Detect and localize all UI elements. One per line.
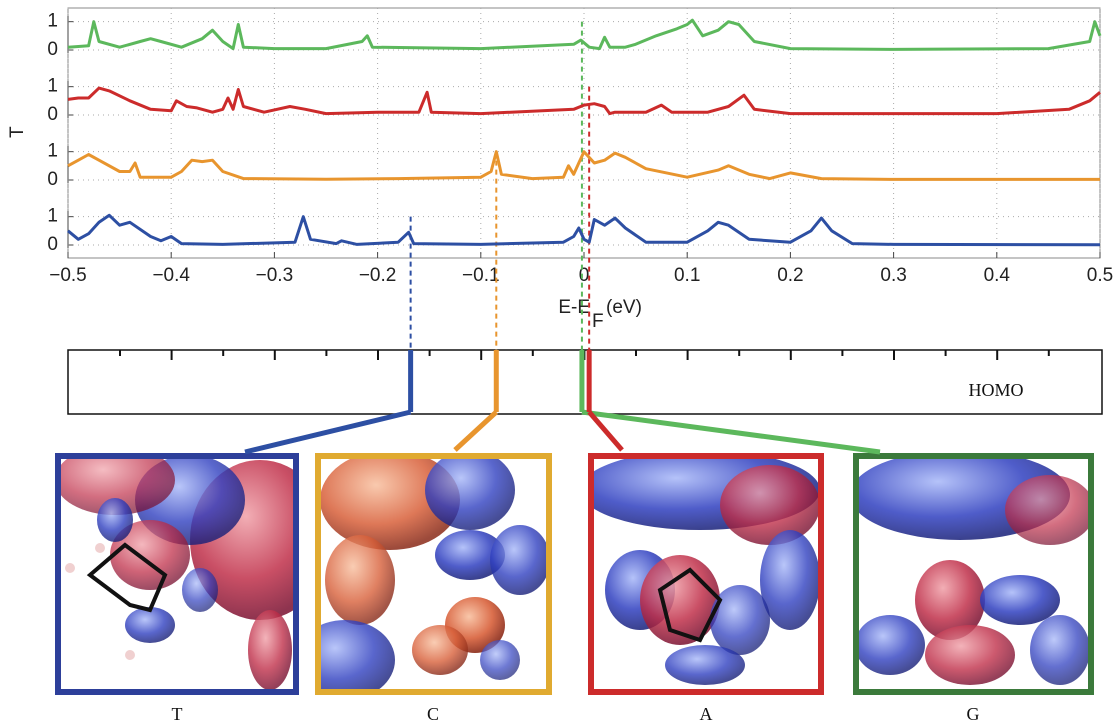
series-line bbox=[67, 150, 1100, 181]
level-connector bbox=[587, 410, 624, 452]
image-label: G bbox=[967, 704, 980, 724]
orbital-image-c bbox=[320, 458, 547, 690]
x-tick-label: −0.1 bbox=[462, 265, 500, 286]
y-tick-label: 0 bbox=[47, 104, 58, 125]
series-line bbox=[67, 86, 1101, 116]
x-tick-label: −0.3 bbox=[256, 265, 294, 286]
x-tick-label: −0.5 bbox=[49, 265, 87, 286]
y-tick-label: 1 bbox=[47, 141, 58, 162]
image-frame-c bbox=[315, 453, 552, 695]
orbital-image-g bbox=[858, 458, 1089, 690]
image-label: A bbox=[700, 704, 713, 724]
y-tick-label: 0 bbox=[47, 234, 58, 255]
x-axis-label-subscript: F bbox=[592, 311, 604, 332]
x-axis-label-unit: (eV) bbox=[606, 297, 642, 318]
x-tick-label: 0 bbox=[579, 265, 590, 286]
level-bar-label: HOMO bbox=[968, 380, 1023, 400]
y-tick-label: 1 bbox=[47, 76, 58, 97]
image-frame-t bbox=[55, 453, 299, 695]
y-tick-label: 1 bbox=[47, 11, 58, 32]
x-tick-label: −0.2 bbox=[359, 265, 397, 286]
image-label: C bbox=[427, 704, 439, 724]
image-frame-g bbox=[853, 453, 1094, 695]
x-tick-label: 0.2 bbox=[777, 265, 803, 286]
orbital-image-a bbox=[593, 458, 819, 690]
image-label: T bbox=[172, 704, 183, 724]
x-tick-label: 0.3 bbox=[880, 265, 906, 286]
y-tick-label: 1 bbox=[47, 206, 58, 227]
y-tick-label: 0 bbox=[47, 169, 58, 190]
level-connector bbox=[453, 410, 498, 452]
y-axis-label: T bbox=[7, 126, 28, 138]
series-line bbox=[67, 213, 1101, 247]
x-tick-label: 0.1 bbox=[674, 265, 700, 286]
x-tick-label: −0.4 bbox=[152, 265, 190, 286]
y-tick-label: 0 bbox=[47, 39, 58, 60]
x-tick-label: 0.4 bbox=[984, 265, 1011, 286]
image-frame-a bbox=[588, 453, 824, 695]
x-axis-label: E-E bbox=[558, 297, 590, 318]
series-line bbox=[67, 18, 1102, 51]
level-connector bbox=[244, 409, 412, 455]
level-connector bbox=[581, 409, 881, 455]
orbital-image-t bbox=[60, 458, 294, 690]
x-tick-label: 0.5 bbox=[1087, 265, 1113, 286]
